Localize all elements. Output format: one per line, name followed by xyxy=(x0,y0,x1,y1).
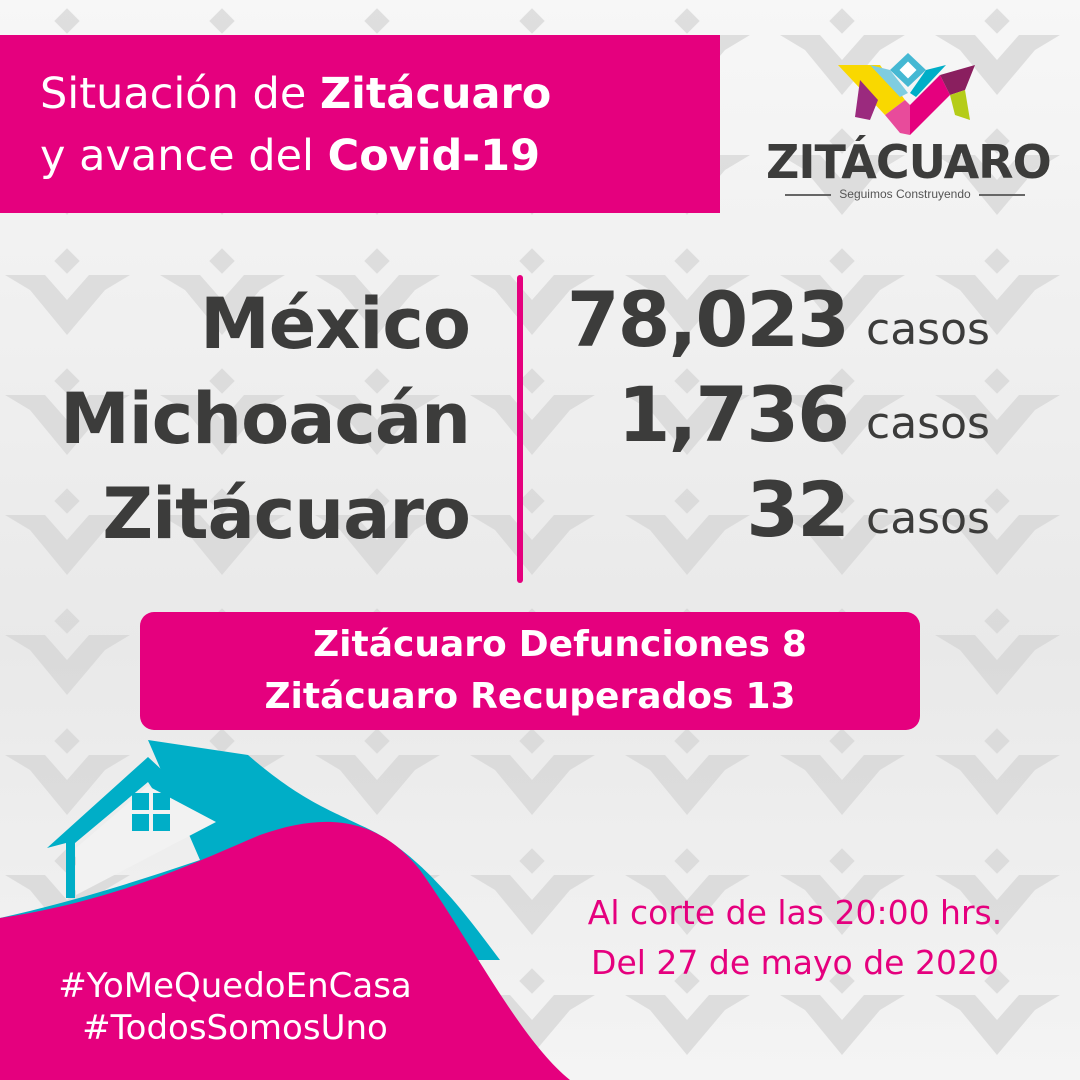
count-michoacan: 1,736 xyxy=(617,370,850,459)
unit-label: casos xyxy=(866,304,990,355)
deaths-row: Zitácuaro Defunciones 8 xyxy=(140,624,920,665)
stat-place: Zitácuaro xyxy=(264,676,459,717)
window-icon xyxy=(132,793,170,831)
stat-value: 13 xyxy=(745,676,796,717)
logo-emblem-icon xyxy=(838,53,975,135)
divider-line xyxy=(517,275,523,583)
stat-label: Defunciones xyxy=(518,624,770,665)
stat-place: Zitácuaro xyxy=(313,624,507,665)
unit-label: casos xyxy=(866,398,990,449)
hashtag-all-one: #TodosSomosUno xyxy=(82,1008,388,1048)
pink-wave xyxy=(0,821,570,1080)
title-text: y avance del xyxy=(40,131,328,181)
place-zitacuaro: Zitácuaro xyxy=(102,473,471,555)
stat-label: Recuperados xyxy=(470,676,734,717)
house-outline-icon xyxy=(47,757,218,898)
place-michoacan: Michoacán xyxy=(60,378,471,460)
title-line-1: Situación de Zitácuaro xyxy=(40,73,551,116)
title-highlight: Covid-19 xyxy=(327,131,540,181)
recovered-row: Zitácuaro Recuperados 13 xyxy=(140,676,920,717)
count-mexico: 78,023 xyxy=(566,275,850,364)
local-stats-box: Zitácuaro Defunciones 8 Zitácuaro Recuperad… xyxy=(140,612,920,730)
title-line-2: y avance del Covid-19 xyxy=(40,135,540,178)
cutoff-date: Del 27 de mayo de 2020 xyxy=(591,943,999,982)
stat-value: 8 xyxy=(781,624,807,665)
place-mexico: México xyxy=(200,283,471,365)
title-highlight: Zitácuaro xyxy=(319,69,552,119)
unit-label: casos xyxy=(866,493,990,544)
logo-wordmark: ZITÁCUARO xyxy=(766,135,1052,189)
zitacuaro-logo: ZITÁCUARO Seguimos Construyendo xyxy=(760,45,1052,205)
title-banner: Situación de Zitácuaro y avance del Covi… xyxy=(0,35,720,213)
cutoff-time: Al corte de las 20:00 hrs. xyxy=(587,893,1003,932)
count-zitacuaro: 32 xyxy=(746,465,850,554)
hashtag-stay-home: #YoMeQuedoEnCasa xyxy=(58,966,412,1006)
title-text: Situación de xyxy=(40,69,320,119)
house-wall xyxy=(76,786,216,895)
logo-tagline: Seguimos Construyendo xyxy=(760,187,1050,201)
